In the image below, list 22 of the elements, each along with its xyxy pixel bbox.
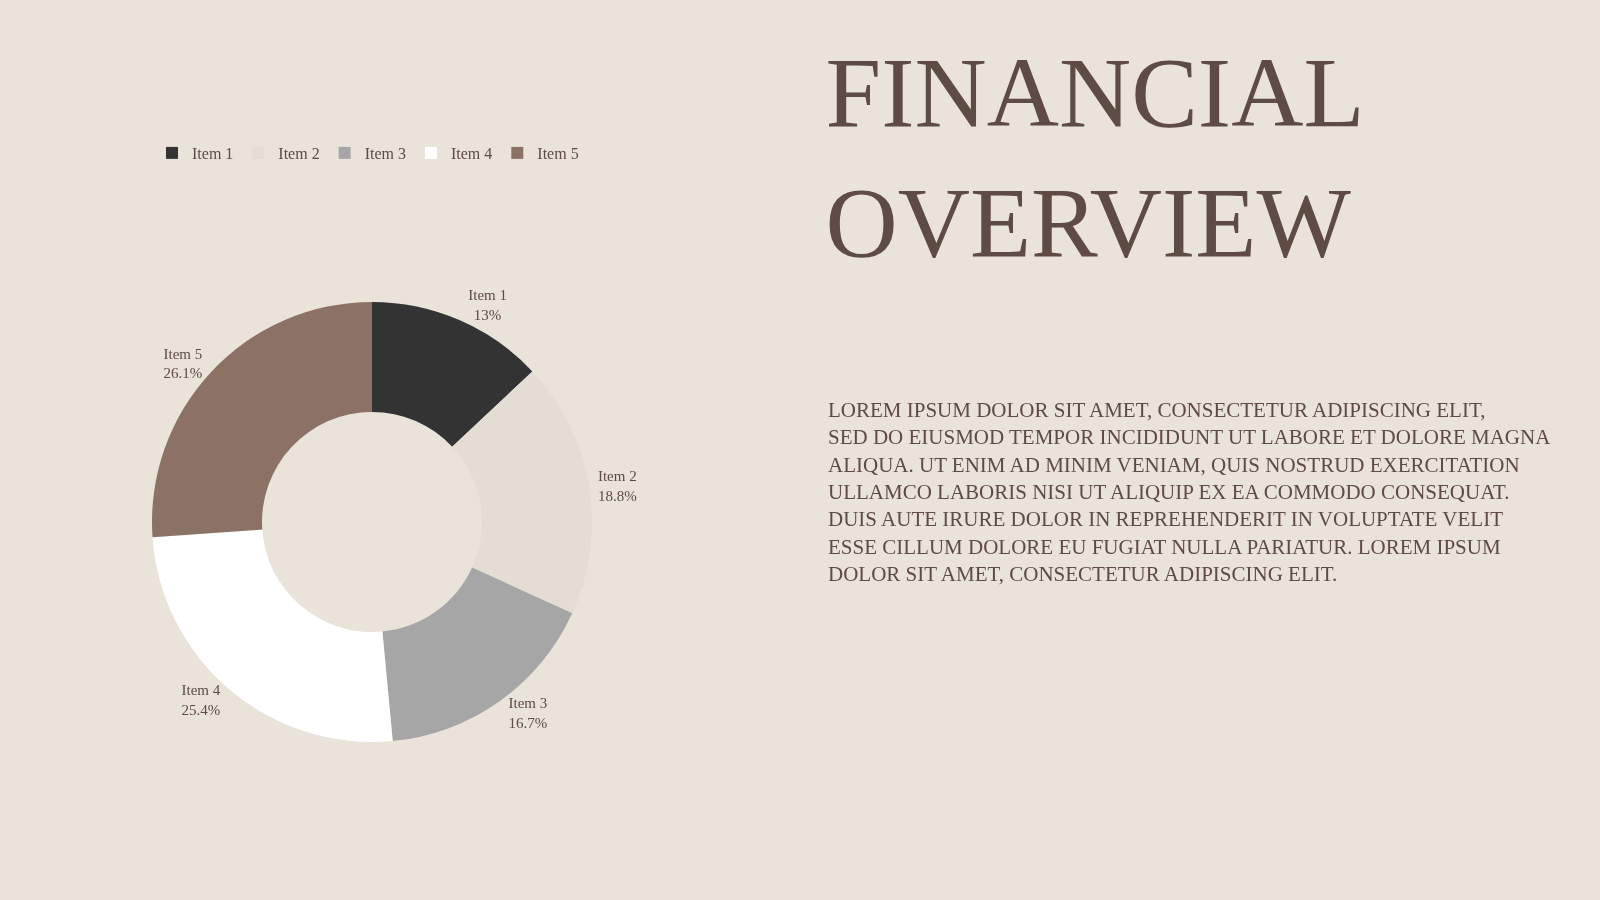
slice-label: Item 5	[163, 345, 203, 362]
legend-label: Item 4	[450, 145, 493, 163]
donut-slice	[152, 529, 393, 742]
slice-label: Item 4	[181, 682, 221, 699]
data-label: 16.7%	[508, 714, 548, 731]
data-label: 13%	[473, 306, 502, 323]
legend-label: Item 3	[364, 145, 406, 163]
data-label: 18.8%	[597, 487, 637, 504]
slice-label: Item 3	[508, 695, 548, 712]
donut-slice	[152, 302, 372, 538]
legend-label: Item 5	[537, 145, 579, 163]
donut-slice	[372, 302, 533, 447]
donut-slice	[452, 371, 592, 614]
slice-label: Item 2	[597, 468, 637, 484]
text: FINANCIAL OVERVIEW	[825, 37, 1365, 278]
slice-label: Item 1	[468, 287, 507, 304]
data-label: 26.1%	[163, 365, 203, 382]
data-label: 25.4%	[181, 701, 221, 718]
text: LOREM IPSUM DOLOR SIT AMET, CONSECTETUR ADIPISCING ELIT, SED DO EIUSMOD TEMPOR INCIDIDUNT UT LABORE ET DOLORE MAGNA ALIQUA. UT ENIM AD MINIM VENIAM, QUIS NOSTRUD EXERCITATION ULLAMCO LABORIS NISI UT ALIQUIP EX EA COMMODO CONSEQUAT. DUIS AUTE IRURE DOLOR IN REPREHENDERIT IN VOLUPTATE VELIT ESSE CILLUM DOLORE EU FUGIAT NULLA PARIATUR. LOREM IPSUM DOLOR SIT AMET, CONSECTETUR ADIPISCING ELIT.	[828, 398, 1552, 586]
legend-label: Item 2	[278, 145, 320, 163]
donut-slice	[382, 567, 573, 742]
legend-label: Item 1	[192, 145, 234, 163]
